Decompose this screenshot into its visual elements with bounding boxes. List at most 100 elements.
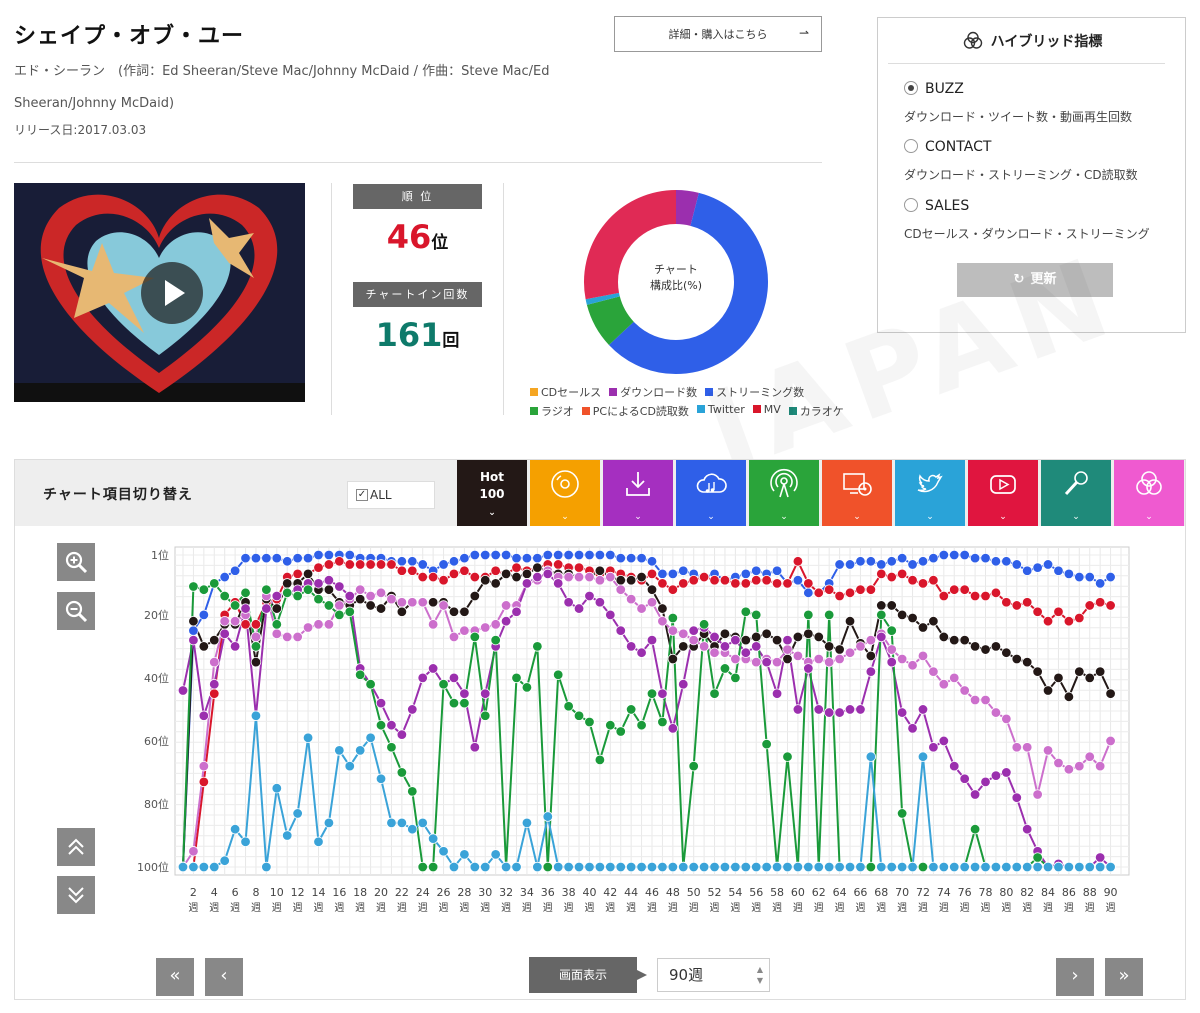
- radio-buzz[interactable]: BUZZ: [904, 81, 964, 97]
- data-point-mv[interactable]: [240, 619, 251, 630]
- data-point-radio[interactable]: [573, 710, 585, 721]
- data-point-radio[interactable]: [459, 697, 470, 709]
- data-point-radio[interactable]: [417, 861, 428, 873]
- data-point-mv[interactable]: [1022, 597, 1033, 608]
- data-point-mv[interactable]: [959, 584, 970, 595]
- data-point-streaming[interactable]: [261, 552, 272, 564]
- data-point-streaming[interactable]: [292, 552, 303, 564]
- data-point-streaming[interactable]: [584, 549, 595, 561]
- data-point-hot100[interactable]: [980, 644, 991, 655]
- data-point-hot100[interactable]: [490, 578, 501, 589]
- data-point-buzz[interactable]: [302, 622, 314, 633]
- data-point-streaming[interactable]: [323, 549, 335, 561]
- data-point-buzz[interactable]: [282, 631, 293, 643]
- data-point-twitter[interactable]: [730, 861, 741, 873]
- data-point-buzz[interactable]: [407, 597, 418, 608]
- data-point-twitter[interactable]: [313, 836, 324, 847]
- data-point-streaming[interactable]: [1094, 578, 1106, 589]
- data-point-streaming[interactable]: [636, 552, 647, 564]
- data-point-mv[interactable]: [573, 562, 585, 573]
- data-point-download[interactable]: [761, 656, 772, 668]
- data-point-twitter[interactable]: [396, 817, 408, 829]
- data-point-twitter[interactable]: [907, 861, 918, 873]
- data-point-radio[interactable]: [511, 672, 522, 684]
- data-point-buzz[interactable]: [490, 619, 501, 630]
- data-point-hot100[interactable]: [209, 634, 220, 646]
- data-point-buzz[interactable]: [1094, 760, 1106, 772]
- data-point-hot100[interactable]: [636, 571, 647, 583]
- data-point-download[interactable]: [177, 685, 189, 696]
- data-point-hot100[interactable]: [1032, 666, 1043, 677]
- data-point-streaming[interactable]: [313, 549, 324, 561]
- data-point-radio[interactable]: [1032, 852, 1043, 863]
- data-point-streaming[interactable]: [1063, 568, 1075, 580]
- data-point-download[interactable]: [834, 707, 845, 718]
- data-point-twitter[interactable]: [417, 817, 428, 829]
- data-point-download[interactable]: [886, 656, 897, 668]
- data-point-twitter[interactable]: [1022, 861, 1033, 873]
- data-point-buzz[interactable]: [823, 656, 835, 668]
- data-point-streaming[interactable]: [480, 549, 491, 561]
- data-point-buzz[interactable]: [959, 685, 970, 696]
- data-point-twitter[interactable]: [855, 861, 866, 873]
- data-point-radio[interactable]: [896, 808, 908, 819]
- data-point-buzz[interactable]: [980, 694, 991, 706]
- data-point-radio[interactable]: [469, 631, 481, 643]
- data-point-twitter[interactable]: [792, 861, 804, 873]
- data-point-streaming[interactable]: [907, 559, 918, 570]
- data-point-mv[interactable]: [657, 578, 668, 589]
- data-point-download[interactable]: [771, 688, 783, 699]
- data-point-download[interactable]: [407, 704, 418, 715]
- data-point-mv[interactable]: [1094, 597, 1106, 608]
- data-point-radio[interactable]: [709, 688, 720, 699]
- data-point-radio[interactable]: [667, 612, 679, 624]
- data-point-streaming[interactable]: [844, 559, 856, 570]
- data-point-twitter[interactable]: [688, 861, 699, 873]
- tab-cd-sales[interactable]: ⌄: [530, 460, 600, 526]
- data-point-download[interactable]: [740, 647, 752, 658]
- data-point-streaming[interactable]: [969, 552, 981, 564]
- data-point-radio[interactable]: [334, 609, 345, 621]
- data-point-streaming[interactable]: [771, 565, 783, 576]
- data-point-twitter[interactable]: [407, 823, 418, 835]
- data-point-buzz[interactable]: [292, 631, 303, 643]
- data-point-hot100[interactable]: [1011, 653, 1022, 665]
- data-point-hot100[interactable]: [1001, 647, 1012, 658]
- data-point-mv[interactable]: [459, 565, 470, 576]
- data-point-buzz[interactable]: [834, 653, 845, 665]
- data-point-streaming[interactable]: [188, 625, 199, 636]
- week-range-select[interactable]: 90週 ▲ ▼: [657, 958, 770, 992]
- data-point-download[interactable]: [459, 688, 470, 699]
- next-page-button[interactable]: ›: [1056, 958, 1094, 996]
- data-point-buzz[interactable]: [1032, 789, 1043, 800]
- data-point-mv[interactable]: [719, 575, 731, 586]
- data-point-buzz[interactable]: [751, 656, 762, 668]
- data-point-twitter[interactable]: [282, 830, 293, 841]
- data-point-mv[interactable]: [365, 559, 376, 570]
- data-point-download[interactable]: [448, 672, 460, 684]
- data-point-mv[interactable]: [980, 590, 991, 602]
- data-point-streaming[interactable]: [532, 552, 543, 564]
- data-point-streaming[interactable]: [876, 559, 887, 570]
- data-point-twitter[interactable]: [1032, 861, 1043, 873]
- data-point-twitter[interactable]: [209, 861, 220, 873]
- data-point-twitter[interactable]: [584, 861, 595, 873]
- data-point-hot100[interactable]: [740, 634, 752, 646]
- data-point-radio[interactable]: [823, 609, 835, 621]
- data-point-streaming[interactable]: [282, 556, 293, 567]
- data-point-radio[interactable]: [365, 679, 376, 690]
- all-checkbox[interactable]: ✓ ALL: [347, 481, 435, 509]
- data-point-radio[interactable]: [876, 609, 887, 621]
- data-point-streaming[interactable]: [500, 549, 512, 561]
- data-point-hot100[interactable]: [823, 641, 835, 652]
- data-point-twitter[interactable]: [949, 861, 960, 873]
- data-point-streaming[interactable]: [615, 552, 626, 564]
- data-point-twitter[interactable]: [605, 861, 616, 873]
- data-point-twitter[interactable]: [938, 861, 950, 873]
- data-point-streaming[interactable]: [980, 552, 991, 564]
- data-point-radio[interactable]: [532, 641, 543, 652]
- data-point-streaming[interactable]: [250, 552, 262, 564]
- data-point-download[interactable]: [261, 603, 272, 614]
- data-point-streaming[interactable]: [407, 556, 418, 567]
- data-point-hot100[interactable]: [657, 603, 668, 614]
